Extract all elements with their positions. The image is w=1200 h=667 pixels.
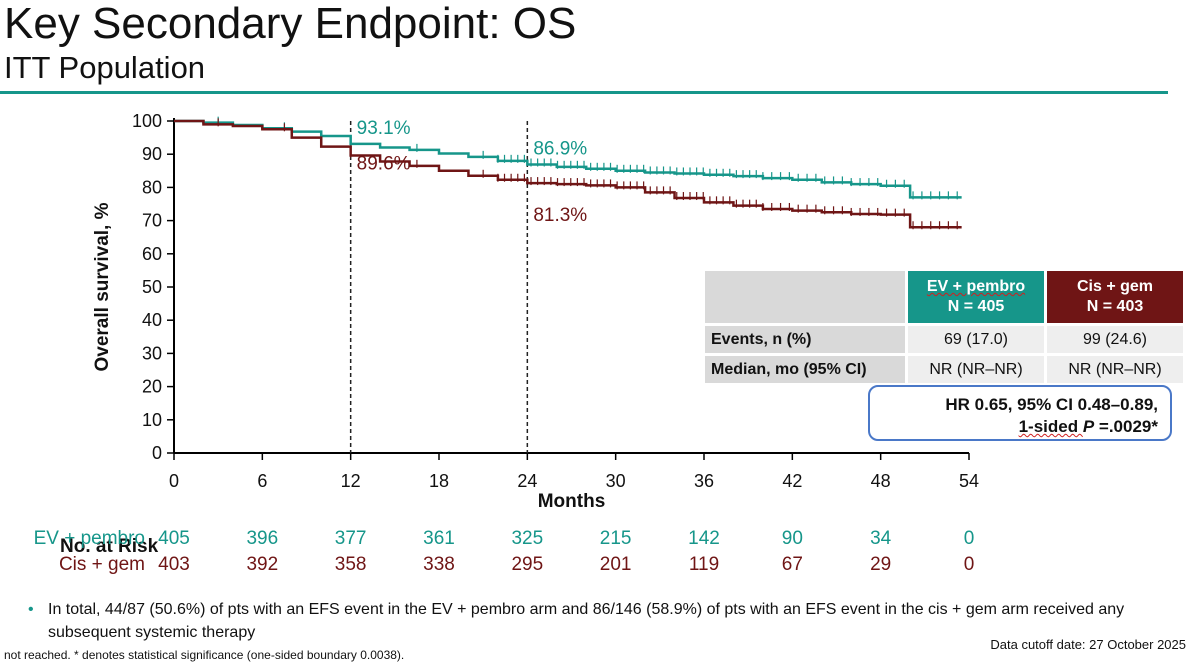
x-tick-label: 24 [517, 471, 537, 491]
row-label-events: Events, n (%) [705, 326, 905, 353]
at-risk-value: 0 [963, 554, 975, 575]
at-risk-value: 377 [334, 528, 367, 549]
y-tick-label: 20 [142, 377, 162, 397]
at-risk-value: 403 [158, 554, 190, 575]
hr-line-1: HR 0.65, 95% CI 0.48–0.89, [945, 395, 1158, 414]
slide-subtitle: ITT Population [4, 50, 206, 85]
x-axis-title: Months [538, 491, 606, 512]
at-risk-value: 325 [511, 528, 544, 549]
y-tick-label: 80 [142, 177, 162, 197]
survival-annotation: 93.1% [357, 118, 411, 139]
data-cutoff: Data cutoff date: 27 October 2025 [990, 637, 1186, 652]
at-risk-label-ev: EV + pembro [33, 528, 145, 549]
row-label-median: Median, mo (95% CI) [705, 356, 905, 383]
y-tick-label: 70 [142, 211, 162, 231]
y-tick-label: 30 [142, 343, 162, 363]
hr-line-2: 1-sided P =.0029* [1018, 417, 1158, 436]
at-risk-value: 201 [599, 554, 632, 575]
events-cis: 99 (24.6) [1047, 326, 1183, 353]
x-tick-label: 36 [694, 471, 714, 491]
at-risk-value: 338 [423, 554, 455, 575]
x-tick-label: 42 [782, 471, 802, 491]
km-chart: 0 10 20 30 40 50 60 70 80 90 100 0 6 12 18 24 30 36 42 48 54… [92, 111, 979, 512]
median-ev: NR (NR–NR) [908, 356, 1044, 383]
at-risk-value: 67 [781, 554, 803, 575]
summary-table: EV + pembro N = 405 Cis + gem N = 403 Ev… [702, 268, 1186, 386]
y-tick-label: 90 [142, 144, 162, 164]
at-risk-value: 90 [781, 528, 803, 549]
footnote-bullet: • In total, 44/87 (50.6%) of pts with an… [28, 598, 1178, 644]
y-tick-label: 60 [142, 244, 162, 264]
ev-pembro-curve [174, 119, 962, 199]
x-tick-label: 30 [606, 471, 626, 491]
y-tick-label: 10 [142, 410, 162, 430]
header-cis-gem: Cis + gem N = 403 [1047, 271, 1183, 323]
at-risk-value: 396 [246, 528, 279, 549]
at-risk-value: 215 [599, 528, 632, 549]
at-risk-value: 295 [511, 554, 544, 575]
x-tick-label: 12 [341, 471, 361, 491]
at-risk-value: 119 [688, 554, 720, 575]
x-tick-label: 0 [169, 471, 179, 491]
y-axis-title: Overall survival, % [92, 202, 113, 371]
at-risk-value: 405 [158, 528, 190, 549]
header-ev-pembro: EV + pembro N = 405 [908, 271, 1044, 323]
at-risk-value: 0 [963, 528, 975, 549]
median-cis: NR (NR–NR) [1047, 356, 1183, 383]
y-tick-label: 50 [142, 277, 162, 297]
at-risk-value: 29 [870, 554, 892, 575]
at-risk-label-cis: Cis + gem [58, 554, 145, 575]
survival-annotation: 81.3% [533, 205, 587, 226]
x-tick-label: 54 [959, 471, 979, 491]
at-risk-value: 34 [870, 528, 892, 549]
x-tick-label: 48 [871, 471, 891, 491]
at-risk-value: 142 [688, 528, 720, 549]
slide-title: Key Secondary Endpoint: OS [4, 0, 577, 48]
at-risk-title: No. at Risk [60, 536, 159, 557]
table-row: Median, mo (95% CI) NR (NR–NR) NR (NR–NR… [705, 356, 1183, 383]
hazard-ratio-box: HR 0.65, 95% CI 0.48–0.89, 1-sided P =.0… [868, 385, 1172, 441]
x-tick-label: 6 [257, 471, 267, 491]
at-risk-value: 392 [246, 554, 279, 575]
survival-annotation: 86.9% [533, 138, 587, 159]
footnote-abbrev: not reached. * denotes statistical signi… [4, 648, 405, 662]
x-tick-label: 18 [429, 471, 449, 491]
survival-annotation: 89.6% [357, 154, 411, 175]
at-risk-value: 361 [423, 528, 455, 549]
bullet-icon: • [28, 601, 34, 618]
at-risk-value: 358 [334, 554, 367, 575]
y-tick-label: 100 [132, 111, 162, 131]
events-ev: 69 (17.0) [908, 326, 1044, 353]
y-tick-label: 40 [142, 310, 162, 330]
table-row: Events, n (%) 69 (17.0) 99 (24.6) [705, 326, 1183, 353]
cis-gem-curve [174, 119, 962, 229]
y-tick-label: 0 [152, 443, 162, 463]
table-corner [705, 271, 905, 323]
header-rule [0, 91, 1168, 94]
